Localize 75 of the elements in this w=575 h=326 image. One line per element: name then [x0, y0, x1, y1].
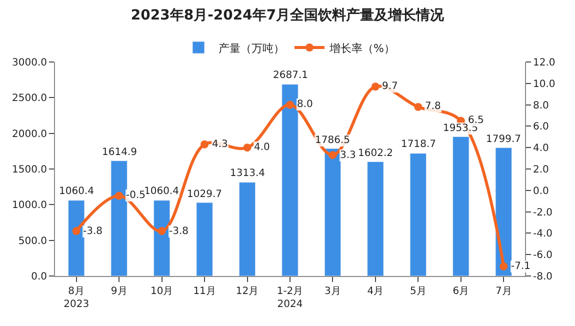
y2-tick-label: 4.0: [533, 143, 549, 154]
x-tick-label: 6月: [452, 286, 470, 297]
data-label: 1602.2: [358, 148, 393, 159]
bar: [410, 153, 427, 276]
data-label: 1799.7: [486, 134, 521, 145]
y2-tick-label: -4.0: [533, 228, 553, 240]
y-tick-label: 3000.0: [12, 58, 47, 68]
y2-tick-label: -6.0: [533, 250, 553, 262]
y2-tick-label: -2.0: [533, 207, 553, 218]
bar: [196, 202, 213, 276]
point: [500, 262, 508, 270]
y2-tick-label: -8.0: [533, 272, 553, 282]
bar: [153, 200, 170, 276]
point: [371, 82, 380, 91]
y2-tick-label: 12.0: [533, 58, 556, 68]
x-tick-label: 12月: [236, 286, 259, 297]
data-label: 1029.7: [187, 189, 222, 200]
x-tick-label: 10月: [150, 286, 174, 297]
point: [115, 192, 124, 200]
bar: [324, 148, 342, 276]
bar: [367, 161, 384, 276]
x-tick-label: 11月: [193, 286, 216, 297]
bar: [282, 84, 298, 276]
data-label: 4.0: [254, 142, 270, 153]
data-label: 1953.5: [443, 123, 478, 134]
data-label: 1614.9: [102, 147, 137, 158]
data-label: 2687.1: [273, 70, 308, 81]
chart-title: 2023年8月-2024年7月全国饮料产量及增长情况: [130, 6, 446, 24]
data-label: 1060.4: [59, 186, 94, 197]
data-label: 9.7: [382, 81, 398, 92]
legend-label: 产量（万吨）: [218, 42, 284, 55]
data-label: 4.3: [212, 139, 228, 150]
data-label: -0.5: [126, 190, 146, 201]
y2-tick-label: 6.0: [533, 122, 549, 133]
y-tick-label: 500.0: [18, 236, 47, 247]
data-label: 8.0: [297, 99, 313, 110]
y2-tick-label: 10.0: [533, 78, 556, 90]
x-tick-label: 8月 2023: [64, 286, 90, 310]
data-label: 6.5: [468, 115, 484, 126]
data-label: -3.8: [83, 226, 103, 237]
point: [414, 102, 422, 111]
data-label: 3.3: [340, 150, 356, 161]
x-tick-label: 3月: [324, 286, 341, 297]
y-tick-label: 1500.0: [12, 164, 47, 176]
y2-tick-label: 2.0: [533, 164, 549, 176]
data-label: -7.1: [511, 261, 531, 272]
x-tick-label: 7月: [495, 286, 512, 297]
legend-label: 增长率（%）: [328, 42, 395, 55]
data-label: 1313.4: [230, 168, 265, 179]
point: [328, 151, 337, 160]
y-tick-label: 0.0: [31, 272, 47, 282]
point: [286, 100, 294, 109]
x-tick-label: 5月: [410, 286, 426, 297]
y2-tick-label: 8.0: [533, 100, 549, 112]
y2-tick-label: 0.0: [533, 186, 549, 197]
data-label: 1718.7: [401, 139, 436, 150]
x-tick-label: 4月: [367, 286, 384, 297]
point: [158, 227, 166, 236]
y-tick-label: 1000.0: [12, 200, 47, 212]
bar: [238, 182, 256, 276]
x-tick-label: 1-2月 2024: [276, 286, 304, 310]
point: [243, 144, 252, 152]
y-tick-label: 2000.0: [12, 128, 47, 140]
bar: [452, 136, 470, 276]
bar: [110, 160, 128, 276]
data-label: 1786.5: [315, 135, 350, 146]
bar: [495, 147, 512, 276]
point: [72, 227, 80, 236]
data-label: 7.8: [425, 101, 441, 112]
data-label: -3.8: [169, 226, 189, 237]
x-tick-label: 9月: [110, 286, 128, 297]
data-label: 1060.4: [144, 186, 179, 197]
point: [200, 140, 209, 148]
bar: [68, 200, 85, 276]
y-tick-label: 2500.0: [12, 93, 47, 104]
